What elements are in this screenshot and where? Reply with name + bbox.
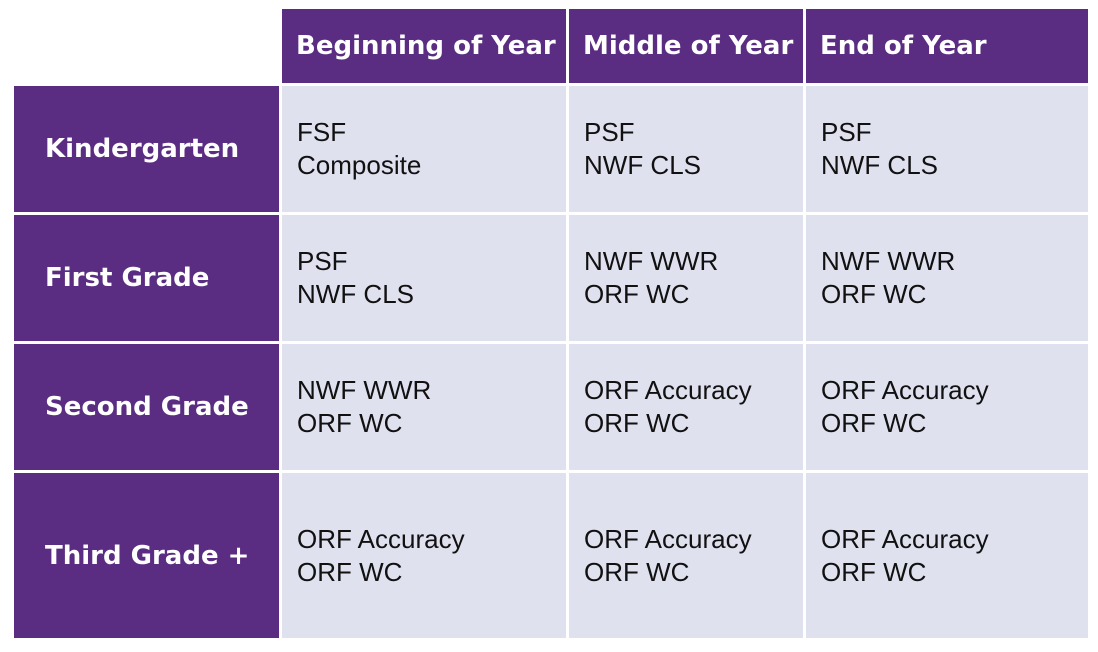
cell-line: ORF Accuracy: [584, 523, 752, 554]
table-cell: ORF Accuracy ORF WC: [806, 344, 1088, 470]
cell-line: ORF WC: [821, 556, 927, 587]
cell-line: ORF Accuracy: [821, 375, 989, 405]
cell-line: PSF: [297, 246, 348, 276]
cell-line: NWF CLS: [821, 150, 938, 180]
table-corner: [14, 9, 279, 83]
table-cell: ORF Accuracy ORF WC: [569, 473, 803, 638]
cell-line: FSF: [297, 117, 347, 147]
cell-line: ORF WC: [584, 556, 690, 587]
cell-line: ORF WC: [584, 279, 690, 309]
benchmark-table: Beginning of Year Middle of Year End of …: [14, 9, 1088, 638]
cell-line: NWF WWR: [821, 246, 956, 276]
column-header-beginning: Beginning of Year: [282, 9, 566, 83]
cell-line: ORF Accuracy: [584, 375, 752, 405]
cell-line: NWF WWR: [297, 375, 432, 405]
cell-line: NWF WWR: [584, 246, 719, 276]
row-header-third-grade: Third Grade +: [14, 473, 279, 638]
table-cell: NWF WWR ORF WC: [806, 215, 1088, 341]
cell-line: ORF Accuracy: [297, 523, 465, 554]
cell-line: PSF: [821, 117, 872, 147]
cell-line: ORF WC: [821, 408, 927, 438]
table-cell: PSF NWF CLS: [569, 86, 803, 212]
table-cell: PSF NWF CLS: [806, 86, 1088, 212]
table-cell: FSF Composite: [282, 86, 566, 212]
cell-line: ORF WC: [821, 279, 927, 309]
cell-line: ORF WC: [297, 408, 403, 438]
column-header-end: End of Year: [806, 9, 1088, 83]
table-cell: NWF WWR ORF WC: [282, 344, 566, 470]
table-cell: PSF NWF CLS: [282, 215, 566, 341]
column-header-middle: Middle of Year: [569, 9, 803, 83]
table-cell: ORF Accuracy ORF WC: [806, 473, 1088, 638]
row-header-second-grade: Second Grade: [14, 344, 279, 470]
table-cell: NWF WWR ORF WC: [569, 215, 803, 341]
table-cell: ORF Accuracy ORF WC: [282, 473, 566, 638]
cell-line: Composite: [297, 150, 422, 180]
cell-line: ORF WC: [297, 556, 403, 587]
cell-line: ORF Accuracy: [821, 523, 989, 554]
cell-line: ORF WC: [584, 408, 690, 438]
cell-line: NWF CLS: [297, 279, 414, 309]
cell-line: NWF CLS: [584, 150, 701, 180]
row-header-first-grade: First Grade: [14, 215, 279, 341]
table-cell: ORF Accuracy ORF WC: [569, 344, 803, 470]
row-header-kindergarten: Kindergarten: [14, 86, 279, 212]
cell-line: PSF: [584, 117, 635, 147]
